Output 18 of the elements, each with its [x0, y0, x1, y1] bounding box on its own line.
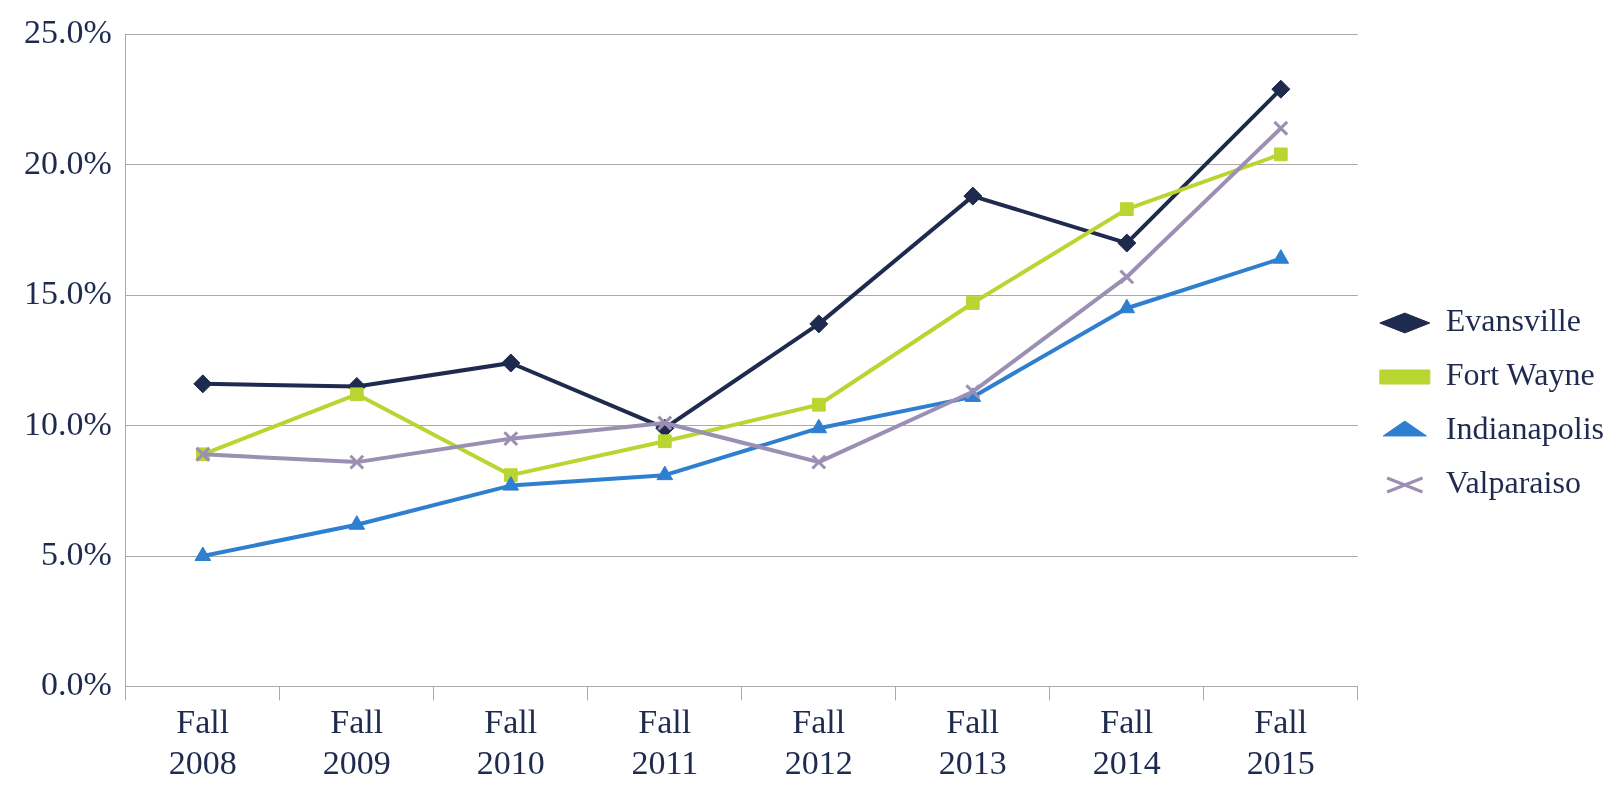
- x-tick-label: Fall 2014: [1092, 702, 1161, 781]
- legend-label: Indianapolis: [1445, 410, 1604, 447]
- legend-label: Fort Wayne: [1445, 356, 1595, 393]
- x-tick-label: Fall 2009: [322, 702, 391, 781]
- x-tick-label: Fall 2012: [784, 702, 853, 781]
- x-tick-label: Fall 2011: [631, 702, 699, 781]
- y-tick-label: 5.0%: [40, 534, 112, 572]
- y-tick-label: 10.0%: [23, 404, 112, 442]
- legend-label: Evansville: [1445, 302, 1581, 339]
- x-tick-label: Fall 2013: [938, 702, 1007, 781]
- x-tick-label: Fall 2015: [1246, 702, 1315, 781]
- y-tick-label: 25.0%: [23, 13, 112, 51]
- x-tick-label: Fall 2010: [476, 702, 545, 781]
- y-tick-label: 20.0%: [23, 143, 112, 181]
- y-tick-label: 0.0%: [40, 665, 112, 703]
- x-tick-label: Fall 2008: [168, 702, 237, 781]
- y-tick-label: 15.0%: [23, 274, 112, 312]
- legend-label: Valparaiso: [1445, 464, 1581, 501]
